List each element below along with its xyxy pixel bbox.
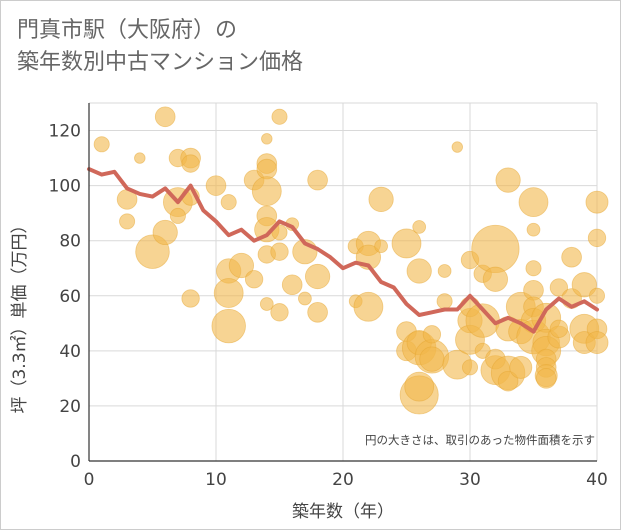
bubble	[169, 207, 186, 224]
bubble	[374, 239, 388, 254]
bubble	[571, 272, 597, 298]
axes	[88, 103, 597, 462]
line-layer	[87, 167, 599, 334]
bubble	[391, 228, 422, 259]
x-axis-title: 築年数（年）	[292, 502, 394, 522]
bubble	[549, 278, 569, 297]
bubble	[261, 133, 273, 145]
bubble	[93, 136, 110, 153]
y-tick-label: 60	[59, 287, 81, 307]
bubble	[437, 264, 452, 278]
bubble	[256, 158, 278, 180]
bubble	[119, 213, 136, 230]
y-tick-label: 40	[59, 342, 81, 362]
bubble	[526, 222, 541, 237]
y-tick-label: 100	[49, 177, 81, 197]
bubble	[368, 186, 394, 212]
y-tick-label: 80	[59, 232, 81, 252]
bubble	[525, 260, 542, 277]
bubble	[585, 190, 609, 214]
y-tick-label: 0	[70, 452, 81, 472]
bubble	[461, 359, 478, 376]
x-tick-label: 40	[586, 470, 608, 490]
bubble	[205, 175, 227, 196]
bubble	[471, 224, 520, 274]
bubble	[412, 220, 427, 234]
bubble	[406, 258, 432, 284]
bubble	[270, 303, 289, 322]
y-axis-title: 坪（3.3㎡）単価（万円）	[10, 216, 30, 413]
bubble	[353, 291, 384, 322]
bubble	[154, 106, 176, 128]
bubble	[259, 297, 274, 311]
x-tick-label: 10	[205, 470, 227, 490]
y-tick-label: 120	[49, 122, 81, 142]
bubble	[181, 289, 200, 308]
bubble	[436, 293, 453, 310]
bubble	[482, 266, 508, 292]
bubble-layer	[93, 106, 609, 415]
chart-title-line-2: 築年数別中古マンション価格	[17, 50, 304, 75]
bubble	[220, 194, 237, 211]
bubble	[281, 274, 303, 296]
bubble	[298, 291, 312, 306]
bubble	[244, 270, 264, 289]
bubble	[307, 169, 328, 191]
bubble	[271, 108, 288, 125]
bubble	[213, 278, 244, 308]
size-legend-note: 円の大きさは、取引のあった物件面積を示す	[365, 433, 595, 447]
bubble	[561, 246, 582, 268]
grid	[89, 102, 598, 461]
chart-title: 門真市駅（大阪府）の 築年数別中古マンション価格	[17, 15, 577, 79]
bubble	[585, 331, 609, 355]
x-tick-label: 30	[459, 470, 481, 490]
bubble	[549, 319, 569, 338]
bubble	[304, 263, 331, 290]
bubble	[270, 242, 289, 261]
tick-labels: 0 10 20 30 40 0 20 40 60 80 100 120	[49, 122, 608, 490]
bubble	[535, 368, 557, 389]
bubble	[228, 252, 254, 279]
bubble	[181, 154, 200, 173]
bubble	[251, 176, 282, 207]
bubble	[152, 219, 178, 246]
bubble	[211, 308, 246, 344]
bubble	[307, 301, 328, 323]
x-tick-label: 0	[84, 470, 95, 490]
y-tick-label: 20	[59, 397, 81, 417]
bubble	[589, 287, 606, 304]
bubble	[497, 370, 519, 392]
chart-title-line-1: 門真市駅（大阪府）の	[17, 18, 238, 43]
bubble	[419, 346, 445, 372]
bubble	[587, 228, 607, 248]
bubble	[495, 167, 521, 193]
average-price-line	[87, 167, 599, 334]
bubble	[422, 325, 442, 344]
bubble	[134, 152, 146, 164]
bubble	[404, 371, 435, 402]
bubble	[518, 187, 549, 218]
bubble	[451, 141, 464, 153]
x-tick-label: 20	[332, 470, 354, 490]
bubble	[509, 355, 533, 379]
